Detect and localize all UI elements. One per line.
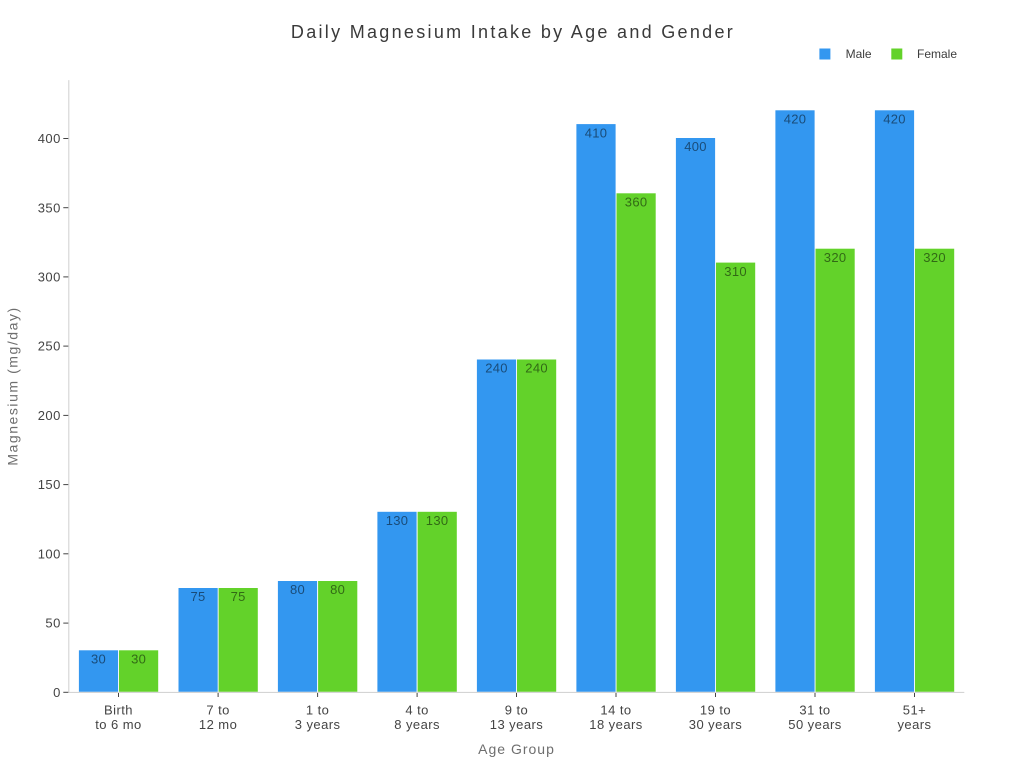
svg-text:4 to: 4 to <box>405 703 428 718</box>
svg-text:310: 310 <box>724 264 747 279</box>
svg-text:320: 320 <box>824 250 847 265</box>
svg-text:250: 250 <box>38 339 61 354</box>
svg-text:410: 410 <box>585 125 608 140</box>
svg-text:360: 360 <box>625 195 648 210</box>
svg-text:13 years: 13 years <box>490 717 544 732</box>
svg-text:Age Group: Age Group <box>478 741 555 757</box>
svg-text:30: 30 <box>131 652 146 667</box>
svg-text:30 years: 30 years <box>689 717 743 732</box>
svg-text:3 years: 3 years <box>295 717 341 732</box>
svg-text:420: 420 <box>883 112 906 127</box>
svg-text:200: 200 <box>38 408 61 423</box>
svg-text:12 mo: 12 mo <box>199 717 237 732</box>
svg-text:Birth: Birth <box>104 703 133 718</box>
svg-text:150: 150 <box>38 477 61 492</box>
svg-text:350: 350 <box>38 200 61 215</box>
svg-text:Female: Female <box>917 47 957 61</box>
svg-text:19 to: 19 to <box>700 703 731 718</box>
svg-text:1 to: 1 to <box>306 703 329 718</box>
svg-text:years: years <box>897 717 931 732</box>
svg-text:50: 50 <box>45 616 60 631</box>
svg-text:420: 420 <box>784 112 807 127</box>
svg-text:50 years: 50 years <box>788 717 842 732</box>
svg-text:130: 130 <box>386 513 409 528</box>
svg-text:9 to: 9 to <box>505 703 528 718</box>
svg-text:18 years: 18 years <box>589 717 643 732</box>
svg-text:Daily Magnesium Intake by Age: Daily Magnesium Intake by Age and Gender <box>291 22 735 42</box>
svg-text:80: 80 <box>290 582 305 597</box>
svg-text:14 to: 14 to <box>600 703 631 718</box>
svg-text:75: 75 <box>231 589 246 604</box>
svg-text:30: 30 <box>91 652 106 667</box>
svg-text:400: 400 <box>38 131 61 146</box>
svg-text:240: 240 <box>485 361 508 376</box>
svg-text:80: 80 <box>330 582 345 597</box>
svg-text:130: 130 <box>426 513 449 528</box>
svg-text:31 to: 31 to <box>799 703 830 718</box>
svg-text:75: 75 <box>190 589 205 604</box>
svg-text:100: 100 <box>38 546 61 561</box>
svg-text:51+: 51+ <box>903 703 926 718</box>
svg-text:300: 300 <box>38 270 61 285</box>
svg-text:400: 400 <box>684 139 707 154</box>
svg-text:0: 0 <box>53 685 61 700</box>
svg-text:7 to: 7 to <box>206 703 229 718</box>
svg-text:Magnesium (mg/day): Magnesium (mg/day) <box>5 306 21 465</box>
svg-text:to 6 mo: to 6 mo <box>95 717 142 732</box>
svg-text:8 years: 8 years <box>394 717 440 732</box>
svg-text:240: 240 <box>525 361 548 376</box>
svg-text:Male: Male <box>846 47 872 61</box>
svg-text:320: 320 <box>923 250 946 265</box>
